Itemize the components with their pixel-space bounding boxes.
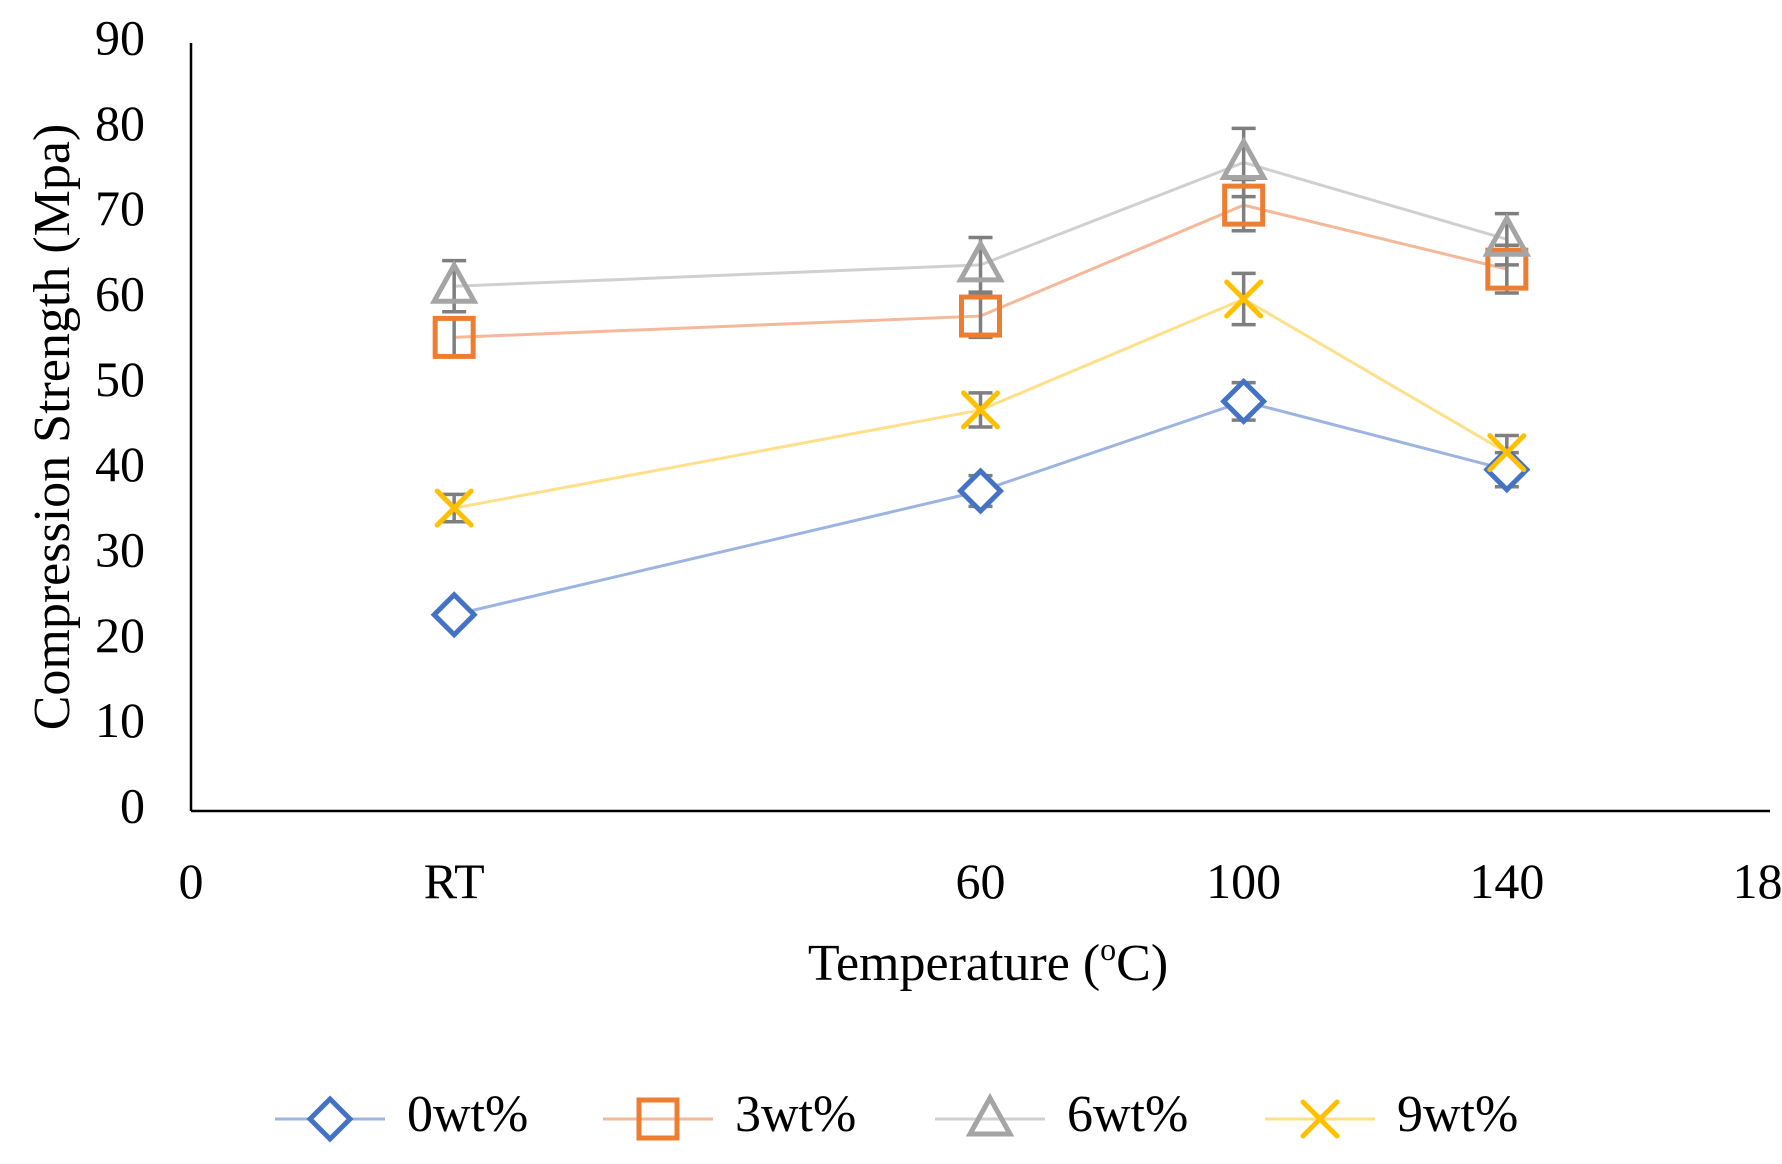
legend: 0wt% 3wt% 6wt% 9wt% <box>275 1086 1518 1143</box>
x-tick-label: 180 <box>1733 853 1782 909</box>
legend-item-9wtpct: 9wt% <box>1265 1086 1518 1143</box>
x-tick-labels: 0 RT 60 100 140 180 <box>179 853 1782 909</box>
series-line-0wtpct <box>453 399 1508 617</box>
legend-marker-9wtpct <box>1300 1099 1340 1139</box>
legend-item-0wtpct: 0wt% <box>275 1086 528 1143</box>
y-tick-label: 80 <box>95 95 145 151</box>
x-axis-title-unit: C) <box>1116 935 1168 992</box>
data-point-0wtpct <box>956 467 1005 515</box>
x-tick-label: 100 <box>1206 853 1281 909</box>
x-axis-title-superscript: o <box>1100 931 1116 967</box>
legend-label-9wtpct: 9wt% <box>1397 1086 1518 1143</box>
axes <box>189 43 1770 813</box>
data-point-6wtpct <box>956 238 1005 283</box>
data-point-9wtpct <box>1487 433 1527 473</box>
y-tick-label: 20 <box>95 607 145 663</box>
data-point-6wtpct <box>1482 213 1532 257</box>
data-point-0wtpct <box>430 591 478 639</box>
y-tick-labels: 0 10 20 30 40 50 60 70 80 90 <box>95 9 145 833</box>
y-tick-label: 0 <box>120 777 145 833</box>
y-tick-label: 70 <box>95 180 145 236</box>
data-point-0wtpct <box>1220 377 1268 425</box>
data-point-9wtpct <box>1224 279 1264 319</box>
x-tick-label: RT <box>424 853 485 909</box>
x-tick-label: 0 <box>179 853 204 909</box>
x-tick-label: 60 <box>956 853 1006 909</box>
data-point-3wtpct <box>432 315 476 359</box>
legend-marker-3wtpct <box>636 1097 680 1141</box>
y-tick-label: 40 <box>95 436 145 492</box>
series-line-3wtpct <box>454 203 1508 339</box>
legend-marker-0wtpct <box>306 1095 354 1143</box>
data-markers <box>429 136 1532 639</box>
y-tick-label: 30 <box>95 521 145 577</box>
series-lines <box>453 160 1508 617</box>
error-bars <box>442 126 1519 524</box>
y-axis-title: Compression Strength (Mpa) <box>24 124 81 731</box>
data-point-6wtpct <box>429 260 479 304</box>
x-tick-label: 140 <box>1469 853 1544 909</box>
data-point-3wtpct <box>1222 183 1266 227</box>
legend-item-6wtpct: 6wt% <box>935 1086 1188 1143</box>
legend-marker-6wtpct <box>965 1092 1015 1137</box>
data-point-3wtpct <box>959 294 1002 338</box>
x-axis-title-main: Temperature ( <box>808 935 1100 992</box>
data-point-9wtpct <box>434 488 474 528</box>
legend-label-3wtpct: 3wt% <box>735 1086 856 1143</box>
y-tick-label: 60 <box>95 265 145 321</box>
data-point-6wtpct <box>1219 136 1268 180</box>
y-tick-label: 90 <box>95 9 145 65</box>
y-tick-label: 10 <box>95 692 145 748</box>
series-line-9wtpct <box>453 297 1508 510</box>
legend-label-0wtpct: 0wt% <box>407 1086 528 1143</box>
legend-label-6wtpct: 6wt% <box>1067 1086 1188 1143</box>
series-line-6wtpct <box>454 160 1508 288</box>
data-point-9wtpct <box>961 390 1000 430</box>
data-point-3wtpct <box>1485 247 1529 291</box>
x-axis-title: Temperature (oC) <box>808 931 1168 992</box>
y-tick-label: 50 <box>95 351 145 407</box>
legend-item-3wtpct: 3wt% <box>603 1086 856 1143</box>
